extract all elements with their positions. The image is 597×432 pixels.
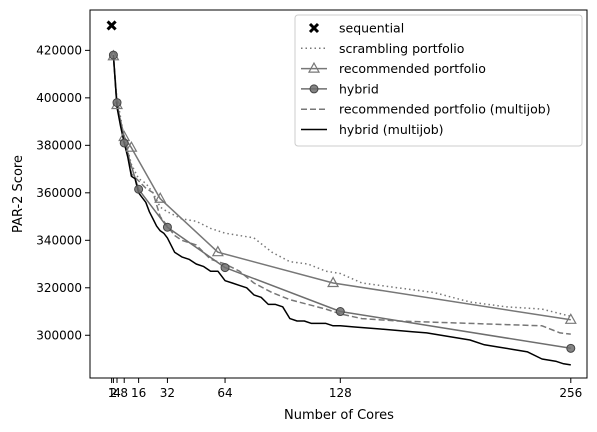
x-tick-label: 2 — [110, 386, 118, 400]
legend: sequential scrambling portfolio recommende… — [294, 14, 583, 147]
y-tick-label: 420000 — [36, 43, 82, 57]
legend-label: recommended portfolio (multijob) — [339, 102, 551, 117]
x-tick-label: 4 — [113, 386, 121, 400]
data-point-hybrid — [134, 184, 144, 194]
legend-box — [294, 14, 583, 147]
y-tick-label: 320000 — [36, 281, 82, 295]
y-axis-label: PAR-2 Score — [11, 155, 26, 233]
y-tick-label: 300000 — [36, 328, 82, 342]
legend-label: recommended portfolio — [339, 61, 486, 76]
x-tick-label: 256 — [559, 386, 582, 400]
data-point-hybrid — [108, 50, 118, 60]
y-axis: 300000 320000 340000 360000 380000 400000 4200… — [36, 43, 90, 342]
x-axis: 124 8 16 32 64 128 256 — [108, 378, 582, 400]
x-axis-label: Number of Cores — [284, 408, 394, 423]
x-tick-label: 8 — [120, 386, 128, 400]
legend-label: sequential — [339, 21, 404, 36]
markers — [106, 20, 577, 353]
legend-label: scrambling portfolio — [339, 41, 464, 56]
y-tick-label: 400000 — [36, 91, 82, 105]
data-point-recommended-portfolio — [154, 192, 167, 203]
x-tick-label: 16 — [131, 386, 146, 400]
x-tick-label: 32 — [160, 386, 175, 400]
series-line-hybrid-multijob — [112, 55, 571, 366]
legend-marker — [309, 84, 319, 94]
x-tick-label: 64 — [217, 386, 232, 400]
data-point-hybrid — [220, 263, 230, 273]
data-point-hybrid — [335, 307, 345, 317]
data-point-recommended-portfolio — [211, 245, 224, 257]
data-point-recommended-portfolio — [327, 276, 340, 288]
data-point-recommended-portfolio — [564, 313, 577, 324]
data-point-hybrid — [119, 138, 129, 148]
data-point-hybrid — [162, 222, 172, 232]
y-tick-label: 360000 — [36, 186, 82, 200]
x-tick-label: 128 — [329, 386, 352, 400]
x-tick-label: 1 — [108, 386, 116, 400]
legend-marker — [307, 61, 321, 73]
data-point-sequential — [106, 20, 117, 31]
y-tick-label: 340000 — [36, 233, 82, 247]
series-line-hybrid — [112, 55, 571, 350]
data-point-hybrid — [112, 98, 122, 108]
legend-marker — [308, 22, 320, 34]
series-line-scrambling-portfolio — [112, 57, 571, 318]
data-point-hybrid — [566, 343, 576, 353]
legend-label: hybrid — [339, 81, 379, 96]
y-tick-label: 380000 — [36, 138, 82, 152]
plot-frame — [89, 9, 588, 379]
legend-label: hybrid (multijob) — [339, 122, 444, 137]
data-point-recommended-portfolio — [125, 140, 138, 152]
